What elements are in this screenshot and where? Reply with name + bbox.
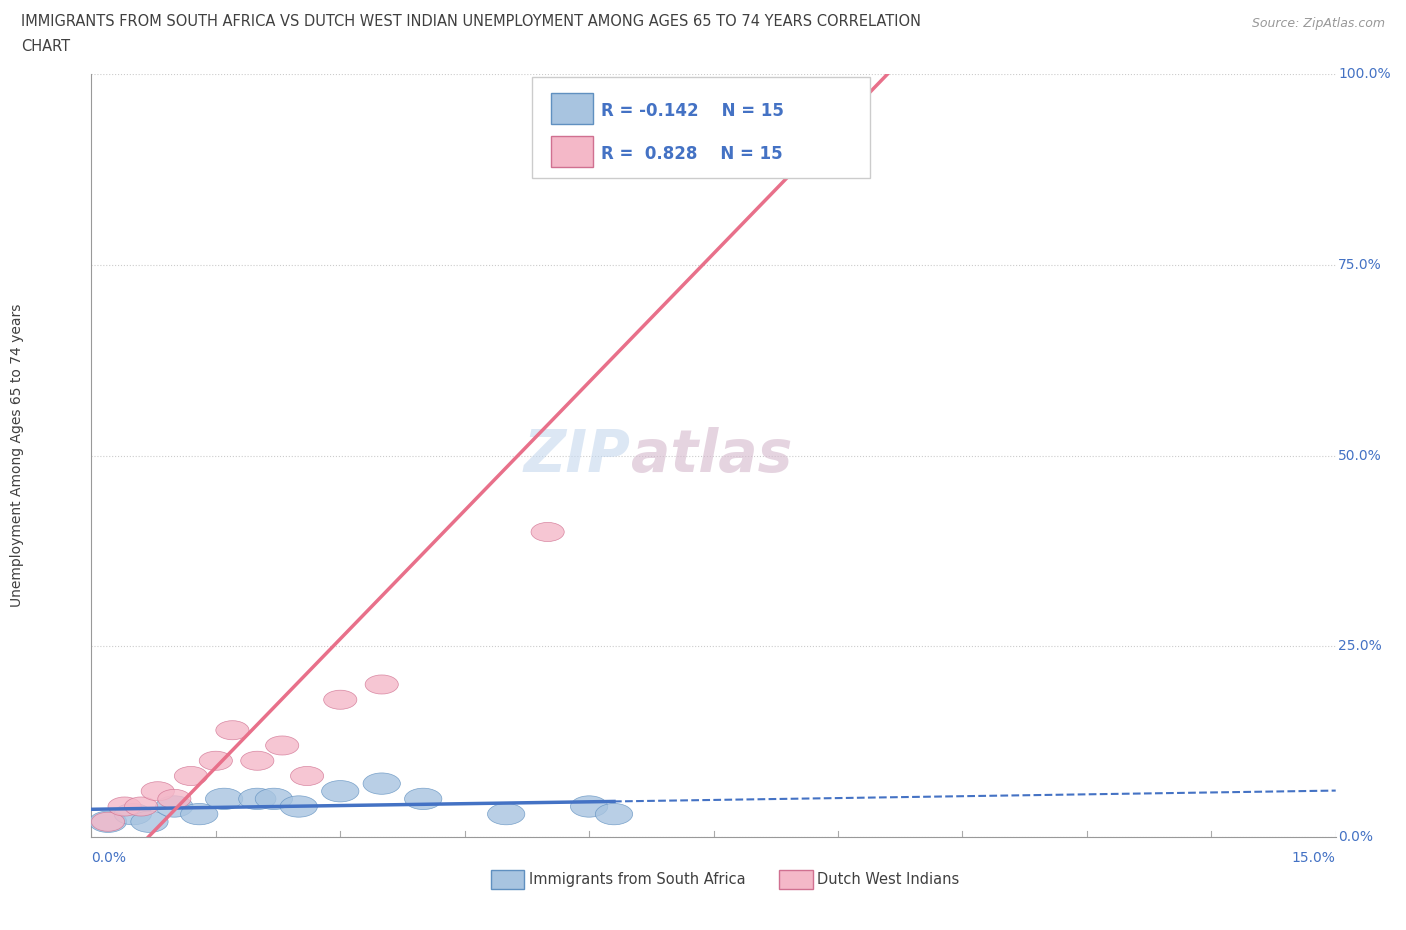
Ellipse shape bbox=[280, 796, 318, 817]
Ellipse shape bbox=[157, 790, 191, 808]
Ellipse shape bbox=[366, 675, 398, 694]
Text: R = -0.142    N = 15: R = -0.142 N = 15 bbox=[600, 102, 783, 120]
Ellipse shape bbox=[114, 804, 152, 825]
Ellipse shape bbox=[240, 751, 274, 770]
Ellipse shape bbox=[571, 796, 607, 817]
Text: ZIP: ZIP bbox=[523, 427, 630, 485]
Text: atlas: atlas bbox=[630, 427, 792, 485]
Text: CHART: CHART bbox=[21, 39, 70, 54]
Text: Source: ZipAtlas.com: Source: ZipAtlas.com bbox=[1251, 17, 1385, 30]
Ellipse shape bbox=[322, 780, 359, 802]
Ellipse shape bbox=[239, 789, 276, 809]
Ellipse shape bbox=[90, 811, 127, 832]
Text: Unemployment Among Ages 65 to 74 years: Unemployment Among Ages 65 to 74 years bbox=[10, 304, 24, 607]
Ellipse shape bbox=[205, 789, 243, 809]
Ellipse shape bbox=[405, 789, 441, 809]
Text: 75.0%: 75.0% bbox=[1339, 258, 1382, 272]
Ellipse shape bbox=[323, 690, 357, 710]
Text: Dutch West Indians: Dutch West Indians bbox=[817, 872, 959, 887]
Ellipse shape bbox=[156, 796, 193, 817]
Ellipse shape bbox=[595, 804, 633, 825]
Text: 0.0%: 0.0% bbox=[1339, 830, 1374, 844]
Ellipse shape bbox=[131, 811, 169, 832]
Text: Immigrants from South Africa: Immigrants from South Africa bbox=[529, 872, 745, 887]
Text: 100.0%: 100.0% bbox=[1339, 67, 1391, 82]
Ellipse shape bbox=[363, 773, 401, 794]
Ellipse shape bbox=[266, 736, 298, 755]
Text: 25.0%: 25.0% bbox=[1339, 639, 1382, 654]
Ellipse shape bbox=[531, 523, 564, 541]
Ellipse shape bbox=[141, 782, 174, 801]
Text: R =  0.828    N = 15: R = 0.828 N = 15 bbox=[600, 145, 782, 163]
Ellipse shape bbox=[215, 721, 249, 739]
Text: 15.0%: 15.0% bbox=[1292, 851, 1336, 865]
Ellipse shape bbox=[125, 797, 157, 816]
Ellipse shape bbox=[91, 812, 125, 831]
Ellipse shape bbox=[256, 789, 292, 809]
Ellipse shape bbox=[180, 804, 218, 825]
Ellipse shape bbox=[638, 103, 672, 122]
Ellipse shape bbox=[291, 766, 323, 786]
Ellipse shape bbox=[488, 804, 524, 825]
Text: 50.0%: 50.0% bbox=[1339, 448, 1382, 463]
Ellipse shape bbox=[108, 797, 141, 816]
Ellipse shape bbox=[200, 751, 232, 770]
Text: 0.0%: 0.0% bbox=[91, 851, 127, 865]
Text: IMMIGRANTS FROM SOUTH AFRICA VS DUTCH WEST INDIAN UNEMPLOYMENT AMONG AGES 65 TO : IMMIGRANTS FROM SOUTH AFRICA VS DUTCH WE… bbox=[21, 14, 921, 29]
Ellipse shape bbox=[174, 766, 208, 786]
